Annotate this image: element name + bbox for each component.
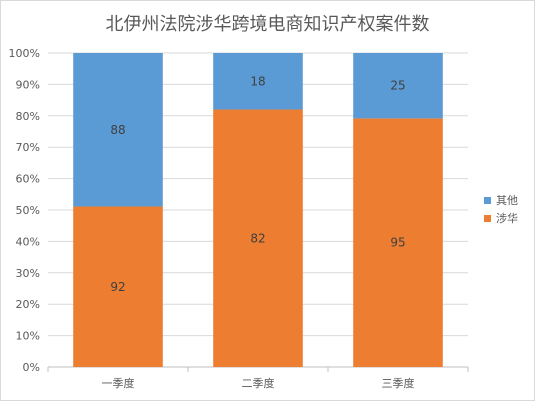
data-label: 18	[250, 74, 265, 88]
y-tick-label: 60%	[16, 173, 40, 186]
y-tick-label: 0%	[23, 361, 40, 374]
x-category-label: 二季度	[242, 376, 275, 390]
y-tick-label: 10%	[16, 330, 40, 343]
data-label: 88	[110, 123, 125, 137]
legend-label: 其他	[496, 194, 518, 207]
y-tick-label: 70%	[16, 141, 40, 154]
data-label: 95	[390, 236, 405, 250]
x-category-label: 一季度	[102, 376, 135, 390]
legend-swatch	[484, 215, 491, 222]
y-tick-label: 80%	[16, 110, 40, 123]
legend-swatch	[484, 197, 491, 204]
y-tick-label: 20%	[16, 298, 40, 311]
y-tick-label: 100%	[9, 47, 40, 60]
legend-label: 涉华	[496, 211, 518, 225]
y-tick-label: 50%	[16, 204, 40, 217]
data-label: 92	[110, 280, 125, 294]
y-tick-label: 30%	[16, 267, 40, 280]
data-label: 82	[250, 231, 265, 245]
data-label: 25	[390, 79, 405, 93]
y-tick-label: 40%	[16, 235, 40, 248]
x-category-label: 三季度	[382, 376, 415, 390]
y-tick-label: 90%	[16, 78, 40, 91]
